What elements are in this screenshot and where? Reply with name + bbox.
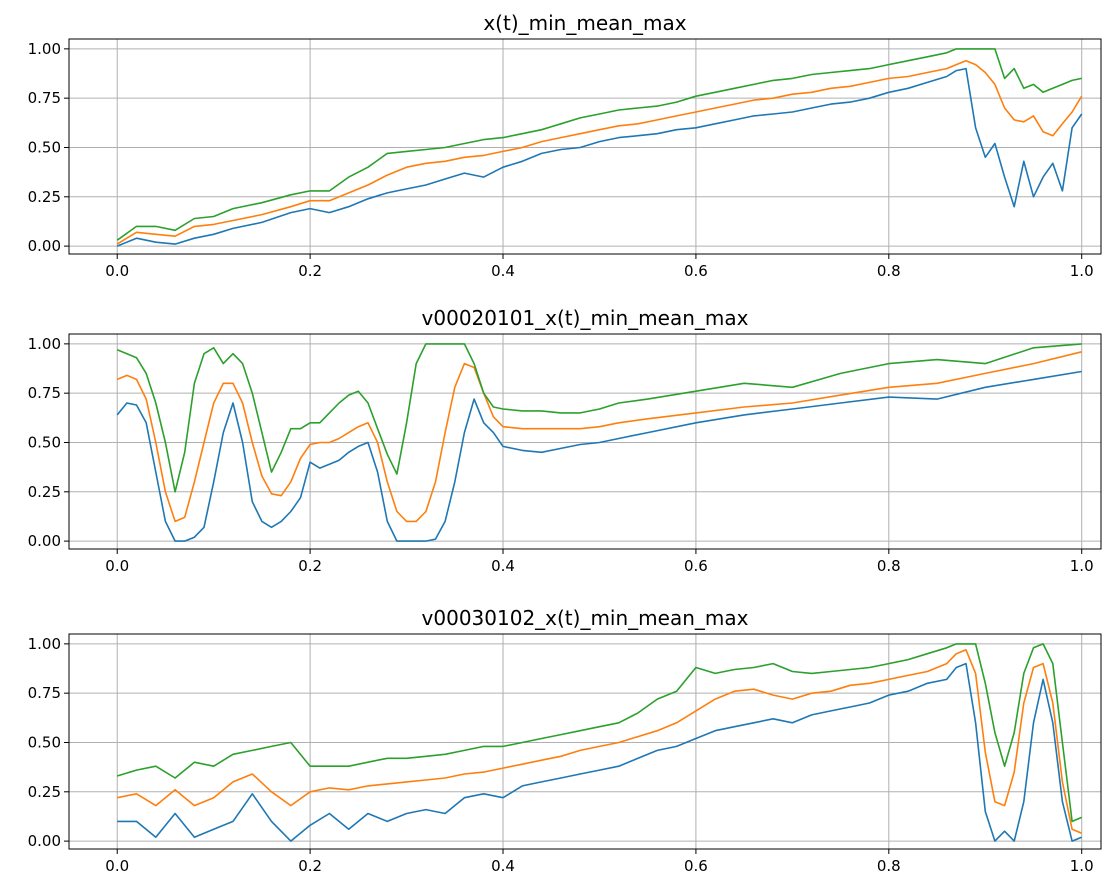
mean-line bbox=[116, 59, 1083, 245]
x-tick-label: 0.8 bbox=[877, 857, 901, 875]
subplot-3: 0.0 0.2 0.4 0.6 0.8 1.0 0.00 0.25 0.50 0.75 1.00 v0… bbox=[28, 606, 1102, 875]
y-tick-label: 0.50 bbox=[28, 733, 61, 751]
y-tick-label: 0.75 bbox=[28, 684, 61, 702]
y-tick-label: 0.00 bbox=[28, 532, 61, 550]
max-line bbox=[116, 48, 1082, 241]
max-line bbox=[116, 343, 1082, 493]
x-tick-label: 0.0 bbox=[105, 557, 129, 575]
x-tick-label: 0.6 bbox=[684, 557, 708, 575]
x-tick-label: 0.4 bbox=[491, 857, 515, 875]
x-tick-label: 0.4 bbox=[491, 557, 515, 575]
x-tick-label: 0.8 bbox=[877, 557, 901, 575]
x-tick-label: 0.0 bbox=[105, 262, 129, 280]
axes-frame bbox=[68, 633, 1102, 850]
axes-frame bbox=[68, 333, 1102, 550]
mean-line bbox=[116, 351, 1082, 523]
chart-title: x(t)_min_mean_max bbox=[483, 11, 686, 35]
x-tick-label: 0.8 bbox=[877, 262, 901, 280]
min-line bbox=[117, 662, 1083, 842]
axes-frame bbox=[68, 38, 1102, 255]
y-tick-label: 0.00 bbox=[28, 237, 61, 255]
y-tick-label: 1.00 bbox=[28, 40, 61, 58]
x-tick-label: 0.6 bbox=[684, 262, 708, 280]
y-tick-label: 0.75 bbox=[28, 384, 61, 402]
y-tick-label: 0.25 bbox=[28, 483, 61, 501]
x-tick-label: 0.0 bbox=[105, 857, 129, 875]
x-tick-label: 0.2 bbox=[298, 557, 322, 575]
y-tick-label: 1.00 bbox=[28, 335, 61, 353]
y-tick-label: 0.25 bbox=[28, 783, 61, 801]
x-tick-label: 1.0 bbox=[1070, 262, 1094, 280]
min-line bbox=[116, 67, 1083, 247]
y-tick-label: 0.75 bbox=[28, 89, 61, 107]
y-tick-label: 1.00 bbox=[28, 635, 61, 653]
x-tick-label: 0.6 bbox=[684, 857, 708, 875]
x-tick-label: 0.2 bbox=[298, 262, 322, 280]
x-tick-label: 1.0 bbox=[1070, 557, 1094, 575]
chart-title: v00030102_x(t)_min_mean_max bbox=[422, 606, 749, 630]
subplot-1: 0.0 0.2 0.4 0.6 0.8 1.0 0.00 0.25 0.50 0.75 1.00 x(… bbox=[28, 11, 1102, 280]
chart-title: v00020101_x(t)_min_mean_max bbox=[422, 306, 749, 330]
y-tick-label: 0.50 bbox=[28, 138, 61, 156]
min-line bbox=[116, 370, 1082, 542]
x-tick-label: 0.4 bbox=[491, 262, 515, 280]
x-tick-label: 1.0 bbox=[1070, 857, 1094, 875]
mean-line bbox=[117, 648, 1083, 834]
max-line bbox=[116, 643, 1083, 823]
x-tick-label: 0.2 bbox=[298, 857, 322, 875]
subplot-2: 0.0 0.2 0.4 0.6 0.8 1.0 0.00 0.25 0.50 0.75 1.00 v0… bbox=[28, 306, 1102, 575]
y-tick-label: 0.25 bbox=[28, 188, 61, 206]
y-tick-label: 0.00 bbox=[28, 832, 61, 850]
y-tick-label: 0.50 bbox=[28, 433, 61, 451]
